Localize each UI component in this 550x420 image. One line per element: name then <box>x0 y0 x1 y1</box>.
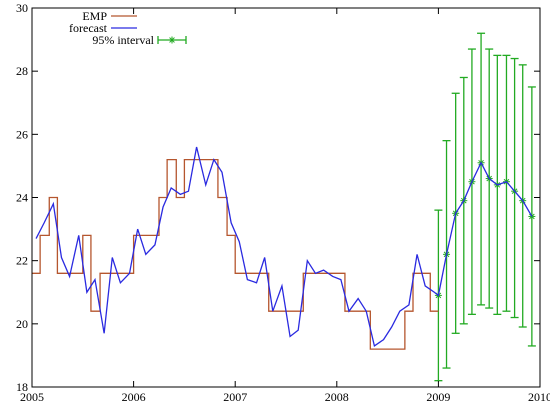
y-tick-label: 18 <box>16 380 28 394</box>
y-tick-label: 24 <box>16 191 28 205</box>
x-tick-label: 2007 <box>223 390 247 404</box>
legend-label-interval: 95% interval <box>92 33 154 47</box>
x-tick-label: 2008 <box>325 390 349 404</box>
x-tick-label: 2009 <box>426 390 450 404</box>
series-emp <box>32 158 439 350</box>
y-tick-label: 30 <box>16 1 28 15</box>
x-tick-label: 2006 <box>122 390 146 404</box>
series-interval <box>434 32 536 382</box>
legend-swatch-interval <box>157 36 187 44</box>
y-tick-label: 26 <box>16 127 28 141</box>
series-forecast <box>35 146 533 348</box>
interval-point <box>168 36 176 44</box>
x-tick-label: 2010 <box>528 390 550 404</box>
y-tick-label: 28 <box>16 64 28 78</box>
x-tick-label: 2005 <box>20 390 44 404</box>
ticks-layer: 18 20 22 24 26 28 30 2005 2006 2007 2008 2009 2010 <box>16 1 550 404</box>
legend-label-emp: EMP <box>82 9 107 23</box>
y-tick-label: 22 <box>16 254 28 268</box>
y-tick-label: 20 <box>16 317 28 331</box>
legend-label-forecast: forecast <box>69 21 108 35</box>
legend: EMP forecast 95% interval <box>69 9 187 47</box>
series-layer <box>32 32 536 382</box>
